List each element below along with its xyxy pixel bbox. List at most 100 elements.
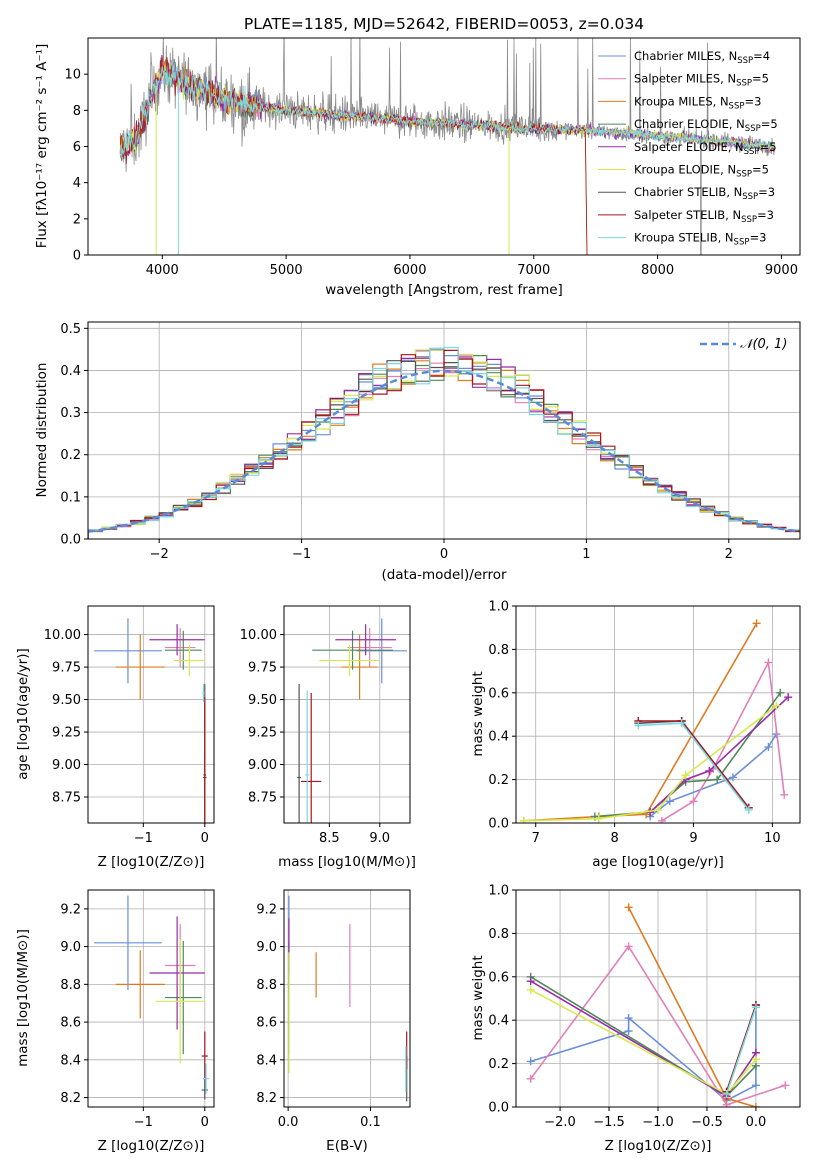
mw-z-marker	[526, 985, 535, 994]
mw-age-ytick-label: 0.4	[488, 730, 509, 745]
age-z-xlabel: Z [log10(Z/Z⊙)]	[98, 854, 205, 870]
histogram-xlabel: (data-model)/error	[381, 567, 507, 583]
mass-ebv-xtick-label: 0.0	[278, 1115, 299, 1130]
mw-age-marker	[681, 771, 690, 780]
age-z-ytick-label: 9.25	[52, 726, 81, 741]
mass-z-ytick-label: 9.2	[60, 902, 81, 917]
mw-z-series	[725, 1006, 757, 1095]
mw-z-series	[627, 907, 757, 1107]
age-z-ytick-label: 8.75	[52, 791, 81, 806]
spectrum-xtick-label: 9000	[765, 263, 798, 278]
mass-z-ytick-label: 8.6	[60, 1016, 81, 1031]
legend-label: Salpeter ELODIE, NSSP=5	[634, 140, 777, 157]
mw-z-series	[530, 989, 757, 1096]
mw-z-marker	[624, 1027, 633, 1036]
age-z-ytick-label: 9.75	[52, 661, 81, 676]
legend-name: Chabrier STELIB, N	[634, 185, 742, 199]
mw-age-marker	[764, 658, 773, 667]
spectrum-ytick-label: 6	[73, 140, 81, 155]
mw-z-xtick-label: −2.0	[544, 1115, 576, 1130]
mass-ebv-ytick-label: 9.0	[256, 940, 277, 955]
mass-ebv-ytick-label: 8.8	[256, 978, 277, 993]
legend-name: Salpeter MILES, N	[634, 72, 736, 86]
age-mass-xtick-label: 8.5	[319, 831, 340, 846]
mw-z-ytick-label: 0.8	[488, 927, 509, 942]
mw-age-ytick-label: 0.2	[488, 773, 509, 788]
histogram-ytick-label: 0.4	[60, 364, 81, 379]
mw-age-series	[594, 692, 781, 818]
age-vs-mass-panel: 8.5 9.0 8.75 9.00 9.25 9.50 9.75 10.00 mass [lo…	[240, 605, 416, 870]
mw-z-ytick-label: 0.6	[488, 970, 509, 985]
histogram-ylabel: Normed distribution	[34, 363, 50, 498]
mw-z-ytick-label: 0.2	[488, 1057, 509, 1072]
histogram-xtick-label: 0	[440, 547, 448, 562]
legend-eq: =4	[753, 49, 770, 63]
mw-z-xtick-label: −1.0	[642, 1115, 674, 1130]
mw-age-marker	[665, 797, 674, 806]
legend-label: Kroupa ELODIE, NSSP=5	[634, 163, 769, 180]
mw-age-marker	[744, 805, 753, 814]
mw-z-marker	[624, 942, 633, 951]
mass-ebv-ytick-label: 8.4	[256, 1053, 277, 1068]
mass-z-ytick-label: 8.2	[60, 1091, 81, 1106]
mass-vs-metallicity-panel: −1 0 8.2 8.4 8.6 8.8 9.0 9.2 Z [log10(Z/Z⊙)] ma…	[15, 889, 215, 1154]
spectrum-xtick-label: 4000	[146, 263, 179, 278]
mw-age-ytick-label: 0.6	[488, 686, 509, 701]
mw-z-marker	[526, 1074, 535, 1083]
spectrum-xlabel: wavelength [Angstrom, rest frame]	[325, 282, 563, 298]
mw-age-marker	[776, 688, 785, 697]
age-z-ytick-label: 10.00	[44, 628, 81, 643]
mw-z-marker	[624, 903, 633, 912]
mw-z-xtick-label: −0.5	[691, 1115, 723, 1130]
mw-age-marker	[594, 814, 603, 823]
age-z-xtick-label: 0	[201, 831, 209, 846]
legend-name: Chabrier ELODIE, N	[634, 117, 745, 131]
mw-age-marker	[657, 816, 666, 823]
histogram-ytick-label: 0.1	[60, 490, 81, 505]
legend-eq: =3	[757, 208, 774, 222]
mw-z-series	[530, 944, 786, 1106]
mass-z-ylabel: mass [log10(M/M⊙)]	[15, 929, 31, 1067]
mw-age-marker	[689, 797, 698, 806]
mw-z-marker	[751, 1103, 760, 1107]
mw-age-marker	[728, 773, 737, 782]
legend-label: Salpeter MILES, NSSP=5	[634, 72, 769, 89]
mw-z-marker	[781, 1081, 790, 1090]
legend-sub: SSP	[729, 101, 745, 111]
mass-weight-vs-metallicity-panel: −2.0 −1.5 −1.0 −0.5 0.0 0.0 0.2 0.4 0.6 0.8 1.0 Z …	[470, 884, 801, 1154]
mass-z-xtick-label: −1	[134, 1115, 153, 1130]
mass-ebv-ytick-label: 8.2	[256, 1091, 277, 1106]
legend-sub: SSP	[744, 147, 760, 157]
spectrum-ytick-label: 2	[73, 212, 81, 227]
histogram-ytick-label: 0.5	[60, 322, 81, 337]
mw-age-marker	[705, 766, 714, 775]
age-mass-ytick-label: 9.75	[248, 661, 277, 676]
mass-z-ytick-label: 8.8	[60, 978, 81, 993]
mw-age-marker	[654, 805, 662, 814]
age-z-xtick-label: −1	[134, 831, 153, 846]
legend-sub: SSP	[736, 170, 752, 180]
age-z-ytick-label: 9.50	[52, 693, 81, 708]
mw-age-marker	[764, 743, 773, 752]
age-mass-ytick-label: 9.25	[248, 726, 277, 741]
age-mass-ytick-label: 9.00	[248, 758, 277, 773]
spectrum-xtick-label: 8000	[641, 263, 674, 278]
age-mass-ytick-label: 10.00	[240, 628, 277, 643]
spectrum-ytick-label: 10	[64, 68, 81, 83]
legend-name: Chabrier MILES, N	[634, 49, 737, 63]
age-mass-ytick-label: 9.50	[248, 693, 277, 708]
legend-sub: SSP	[742, 192, 758, 202]
mass-ebv-xtick-label: 0.1	[360, 1115, 381, 1130]
spectrum-ytick-label: 4	[73, 176, 81, 191]
mw-z-xtick-label: −1.5	[593, 1115, 625, 1130]
mass-z-xlabel: Z [log10(Z/Z⊙)]	[98, 1138, 205, 1154]
mw-age-marker	[713, 775, 722, 784]
mw-z-series	[530, 980, 757, 1098]
legend-eq: =5	[752, 72, 769, 86]
histogram-xtick-label: 1	[582, 547, 590, 562]
mw-z-ytick-label: 1.0	[488, 884, 509, 899]
mass-z-ytick-label: 9.0	[60, 940, 81, 955]
mw-z-series	[530, 976, 757, 1098]
spectrum-xtick-label: 7000	[517, 263, 550, 278]
legend-label: Chabrier STELIB, NSSP=3	[634, 185, 775, 202]
